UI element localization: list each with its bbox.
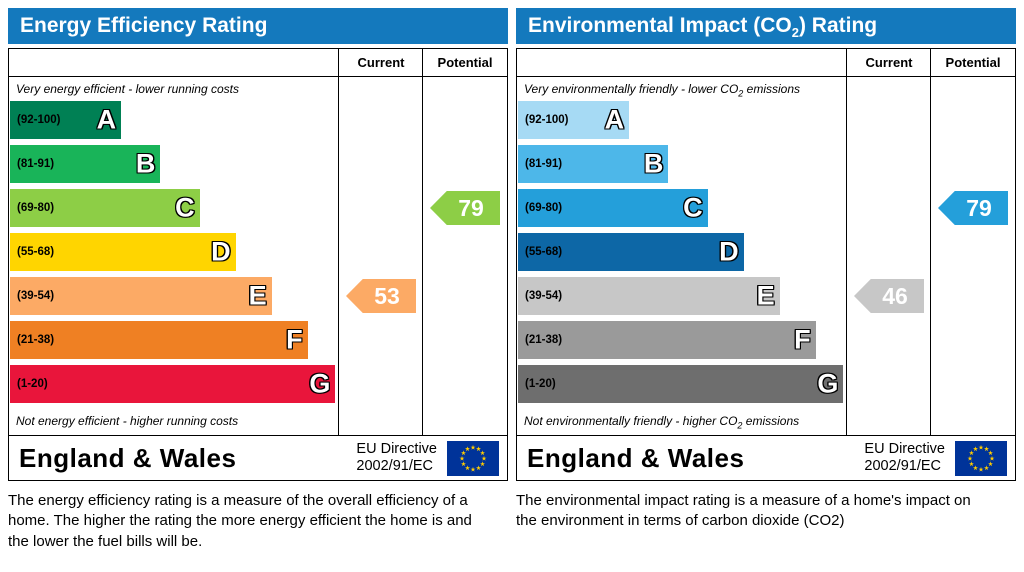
panel-header: Energy Efficiency Rating xyxy=(8,8,508,44)
band-bar: (39-54) E xyxy=(10,277,272,315)
band-bar: (55-68) D xyxy=(518,233,744,271)
chart-box: Current Potential Very energy efficient … xyxy=(8,48,508,436)
band-range-label: (81-91) xyxy=(525,158,563,170)
footer: England & Wales EU Directive 2002/91/EC xyxy=(8,435,508,481)
column-divider xyxy=(422,49,423,435)
current-column-header: Current xyxy=(865,55,913,70)
current-column-header: Current xyxy=(357,55,405,70)
band-letter: E xyxy=(756,280,775,311)
band-range-label: (92-100) xyxy=(17,114,61,126)
band-bar: (1-20) G xyxy=(518,365,844,403)
bands-area: (92-100) A (81-91) B (69-80) C (55-68) D (39-54)… xyxy=(10,101,337,409)
band-bar: (92-100) A xyxy=(10,101,122,139)
band-row: (55-68) D xyxy=(10,233,337,277)
band-bar: (69-80) C xyxy=(10,189,200,227)
band-bar: (21-38) F xyxy=(10,321,308,359)
bands-area: (92-100) A (81-91) B (69-80) C (55-68) D (39-54)… xyxy=(518,101,845,409)
band-row: (39-54) E xyxy=(518,277,845,321)
band-letter: B xyxy=(135,148,156,179)
description-text: The energy efficiency rating is a measur… xyxy=(8,492,472,550)
band-letter: C xyxy=(175,192,195,223)
current-arrow: 46 xyxy=(854,279,924,313)
column-header-row: Current Potential xyxy=(517,49,1015,77)
band-letter: A xyxy=(96,104,117,135)
panel-title: Environmental Impact (CO2) Rating xyxy=(528,14,878,41)
band-range-label: (39-54) xyxy=(17,290,55,302)
potential-arrow: 79 xyxy=(430,191,500,225)
eu-directive-line1: EU Directive xyxy=(864,441,945,458)
description-text: The environmental impact rating is a mea… xyxy=(516,492,971,530)
bottom-caption: Not environmentally friendly - higher CO… xyxy=(524,414,800,431)
band-bar: (81-91) B xyxy=(518,145,669,183)
band-bar: (39-54) E xyxy=(518,277,780,315)
eu-directive-line2: 2002/91/EC xyxy=(864,458,942,474)
band-letter: F xyxy=(794,324,811,355)
band-bar: (69-80) C xyxy=(518,189,708,227)
band-bar: (21-38) F xyxy=(518,321,816,359)
footer: England & Wales EU Directive 2002/91/EC xyxy=(516,435,1016,481)
band-letter: A xyxy=(604,104,625,135)
band-bar: (81-91) B xyxy=(10,145,161,183)
region-label: England & Wales xyxy=(527,442,745,473)
eu-directive-line1: EU Directive xyxy=(356,441,437,458)
potential-column-header: Potential xyxy=(437,55,493,70)
chart-box: Current Potential Very environmentally f… xyxy=(516,48,1016,436)
band-letter: G xyxy=(817,368,839,399)
column-divider xyxy=(846,49,847,435)
band-range-label: (21-38) xyxy=(17,334,55,346)
band-row: (69-80) C xyxy=(10,189,337,233)
panel-title: Energy Efficiency Rating xyxy=(20,14,268,37)
band-range-label: (81-91) xyxy=(17,158,55,170)
band-row: (55-68) D xyxy=(518,233,845,277)
band-letter: E xyxy=(248,280,267,311)
band-row: (81-91) B xyxy=(10,145,337,189)
band-letter: D xyxy=(211,236,231,267)
column-divider xyxy=(338,49,339,435)
energy-efficiency-panel: Energy Efficiency Rating Current Potenti… xyxy=(8,8,508,552)
band-range-label: (39-54) xyxy=(525,290,563,302)
band-range-label: (21-38) xyxy=(525,334,563,346)
band-row: (39-54) E xyxy=(10,277,337,321)
band-row: (69-80) C xyxy=(518,189,845,233)
band-row: (81-91) B xyxy=(518,145,845,189)
potential-column-header: Potential xyxy=(945,55,1001,70)
band-range-label: (1-20) xyxy=(525,378,556,390)
band-row: (1-20) G xyxy=(518,365,845,409)
band-row: (92-100) A xyxy=(518,101,845,145)
eu-directive-line2: 2002/91/EC xyxy=(356,458,434,474)
eu-directive-label: EU Directive 2002/91/EC xyxy=(356,441,437,474)
eu-flag-icon xyxy=(955,440,1007,476)
current-arrow: 53 xyxy=(346,279,416,313)
band-row: (21-38) F xyxy=(518,321,845,365)
band-letter: F xyxy=(286,324,303,355)
band-row: (21-38) F xyxy=(10,321,337,365)
region-label: England & Wales xyxy=(19,442,237,473)
column-header-row: Current Potential xyxy=(9,49,507,77)
band-range-label: (55-68) xyxy=(525,246,563,258)
band-bar: (92-100) A xyxy=(518,101,630,139)
band-letter: D xyxy=(719,236,739,267)
top-caption: Very environmentally friendly - lower CO… xyxy=(524,82,800,99)
eu-flag-icon xyxy=(447,440,499,476)
band-row: (92-100) A xyxy=(10,101,337,145)
band-letter: B xyxy=(643,148,664,179)
environmental-impact-panel: Environmental Impact (CO2) Rating Curren… xyxy=(516,8,1016,532)
band-range-label: (55-68) xyxy=(17,246,55,258)
column-divider xyxy=(930,49,931,435)
band-range-label: (69-80) xyxy=(525,202,563,214)
band-bar: (55-68) D xyxy=(10,233,236,271)
potential-arrow: 79 xyxy=(938,191,1008,225)
eu-directive-label: EU Directive 2002/91/EC xyxy=(864,441,945,474)
top-caption: Very energy efficient - lower running co… xyxy=(16,82,239,96)
band-range-label: (1-20) xyxy=(17,378,48,390)
band-bar: (1-20) G xyxy=(10,365,336,403)
bottom-caption: Not energy efficient - higher running co… xyxy=(16,414,239,428)
band-row: (1-20) G xyxy=(10,365,337,409)
panel-header: Environmental Impact (CO2) Rating xyxy=(516,8,1016,44)
band-range-label: (69-80) xyxy=(17,202,55,214)
band-letter: G xyxy=(309,368,331,399)
band-letter: C xyxy=(683,192,703,223)
band-range-label: (92-100) xyxy=(525,114,569,126)
